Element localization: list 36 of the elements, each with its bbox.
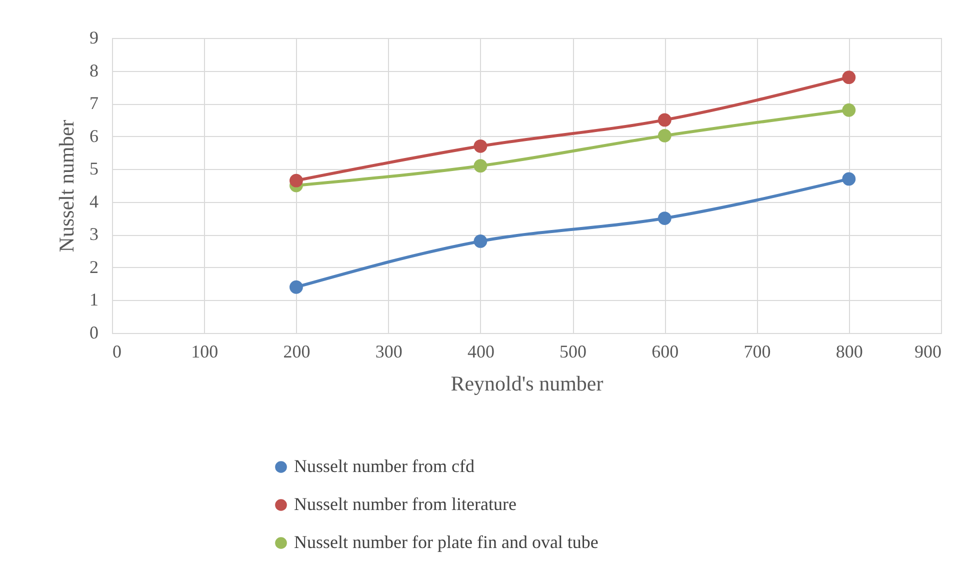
- x-tick-label: 100: [191, 342, 218, 362]
- point: [474, 234, 488, 248]
- y-tick-label: 2: [90, 256, 98, 277]
- x-tick-label: 200: [283, 342, 310, 362]
- y-tick-label: 0: [90, 322, 98, 342]
- y-axis-title: Nusselt number: [54, 120, 78, 252]
- point: [290, 174, 303, 188]
- legend-label: Nusselt number from literature: [294, 494, 516, 514]
- legend-label: Nusselt number for plate fin and oval tube: [294, 532, 598, 552]
- legend-label: Nusselt number from cfd: [294, 456, 474, 476]
- x-tick-label: 900: [914, 342, 942, 362]
- x-tick-label: 500: [560, 342, 587, 362]
- point: [290, 280, 303, 294]
- point: [658, 212, 672, 225]
- y-tick-label: 7: [90, 93, 98, 114]
- y-tick-label: 4: [90, 191, 98, 212]
- point: [842, 172, 856, 186]
- y-tick-label: 8: [90, 60, 98, 80]
- y-tick-label: 9: [90, 28, 98, 48]
- x-axis-title: Reynold's number: [450, 372, 604, 396]
- point: [842, 70, 856, 84]
- point: [842, 103, 856, 117]
- x-tick-label: 400: [467, 342, 494, 362]
- y-tick-label: 1: [90, 290, 98, 310]
- y-tick-label: 5: [90, 158, 98, 179]
- point: [658, 128, 672, 142]
- x-tick-label: 600: [652, 342, 679, 362]
- point: [474, 139, 488, 153]
- x-tick-label: 0: [112, 342, 122, 362]
- point: [658, 113, 672, 127]
- y-tick-label: 3: [90, 224, 98, 244]
- y-tick-label: 6: [90, 126, 98, 146]
- point: [474, 159, 488, 173]
- x-tick-label: 700: [744, 342, 771, 362]
- x-tick-label: 800: [836, 342, 863, 362]
- x-tick-label: 300: [375, 342, 402, 362]
